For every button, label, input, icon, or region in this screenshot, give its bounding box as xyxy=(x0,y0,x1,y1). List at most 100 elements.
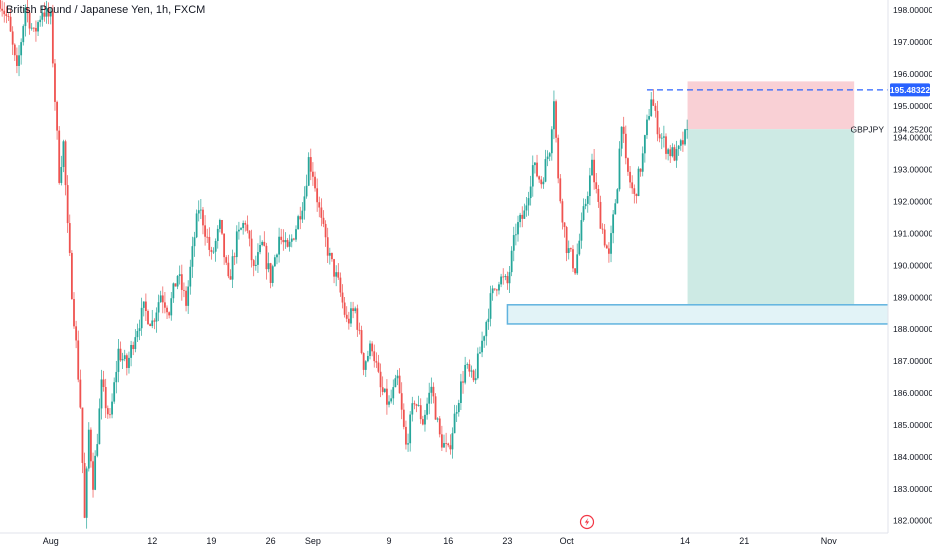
candle-body xyxy=(257,252,259,265)
candle-body xyxy=(138,328,141,331)
candle-body xyxy=(301,210,304,220)
candle-body xyxy=(563,222,566,228)
candle-body xyxy=(561,201,564,223)
price-tick-label: 197.00000 xyxy=(893,37,932,47)
candle-body xyxy=(92,461,94,490)
candle-body xyxy=(500,276,502,285)
time-axis[interactable]: Aug 12 19 26 Sep 9 16 23 Oct 14 21 Nov xyxy=(43,536,838,546)
candle-body xyxy=(183,289,185,291)
candle-body xyxy=(248,230,251,239)
candle-body xyxy=(123,355,126,360)
candle-body xyxy=(675,149,678,161)
candle-body xyxy=(343,302,346,315)
candle-body xyxy=(292,238,295,240)
candle-body xyxy=(620,126,623,149)
candle-body xyxy=(643,135,646,154)
candle-body xyxy=(142,301,145,308)
candle-body xyxy=(411,403,414,415)
candle-body xyxy=(523,210,526,219)
candle-body xyxy=(341,292,344,303)
candle-body xyxy=(77,340,80,380)
candle-body xyxy=(185,290,187,306)
candle-body xyxy=(218,219,221,229)
candle-body xyxy=(70,252,73,300)
candle-body xyxy=(328,252,331,256)
candle-body xyxy=(540,179,543,185)
candle-body xyxy=(366,355,369,362)
candle-body xyxy=(56,101,58,131)
candle-body xyxy=(197,210,200,214)
candle-body xyxy=(326,237,329,256)
candle-body xyxy=(303,196,306,211)
candle-body xyxy=(3,10,6,15)
candle-body xyxy=(214,240,217,252)
candle-body xyxy=(407,443,409,445)
candle-body xyxy=(324,223,327,238)
candle-body xyxy=(599,201,602,229)
candle-body xyxy=(11,31,14,45)
candle-body xyxy=(267,263,270,270)
candle-body xyxy=(1,8,4,11)
candle-body xyxy=(665,136,667,154)
candle-body xyxy=(28,12,31,29)
price-tick-label: 198.00000 xyxy=(893,5,932,15)
candle-body xyxy=(550,129,553,154)
candle-body xyxy=(94,455,97,490)
candle-body xyxy=(166,307,168,313)
candle-body xyxy=(35,27,37,32)
demand-zone-rectangle[interactable] xyxy=(506,304,932,325)
candle-body xyxy=(111,401,113,415)
candle-body xyxy=(538,176,541,180)
candle-body xyxy=(125,355,128,368)
price-tick-label: 196.00000 xyxy=(893,69,932,79)
candle-body xyxy=(314,176,316,189)
candle-body xyxy=(421,419,424,425)
candle-body xyxy=(453,413,456,434)
candle-body xyxy=(174,283,177,287)
flash-icon[interactable] xyxy=(579,514,595,530)
candle-body xyxy=(41,12,44,20)
candle-body xyxy=(627,158,629,172)
candle-body xyxy=(443,443,445,448)
candle-body xyxy=(438,418,441,435)
candle-body xyxy=(347,318,350,324)
price-tick-label: 192.00000 xyxy=(893,197,932,207)
candle-body xyxy=(83,462,86,518)
time-tick-label: Aug xyxy=(43,536,59,546)
candle-body xyxy=(652,99,655,106)
candle-body xyxy=(360,330,363,353)
candle-body xyxy=(320,207,323,218)
candle-body xyxy=(455,412,458,414)
candle-body xyxy=(567,248,570,254)
price-axis[interactable]: 182.00000 183.00000 184.00000 185.00000 186.… xyxy=(893,5,932,526)
candle-body xyxy=(495,289,498,291)
stop-loss-zone[interactable] xyxy=(687,81,855,130)
candle-body xyxy=(206,236,209,238)
candle-body xyxy=(271,266,274,283)
candle-body xyxy=(375,361,378,363)
candle-body xyxy=(510,250,513,273)
price-tick-label: 182.00000 xyxy=(893,516,932,526)
candle-body xyxy=(637,168,640,197)
candle-body xyxy=(286,240,289,247)
candle-body xyxy=(436,418,439,420)
candle-body xyxy=(333,259,335,277)
candle-body xyxy=(650,99,653,117)
candle-body xyxy=(178,274,181,276)
candle-body xyxy=(519,214,522,223)
candle-body xyxy=(54,63,56,102)
plot-area[interactable] xyxy=(0,0,932,529)
candle-body xyxy=(544,159,547,182)
candle-body xyxy=(176,275,179,287)
candle-body xyxy=(591,159,593,176)
candle-body xyxy=(121,359,124,361)
candle-body xyxy=(233,256,236,258)
candle-body xyxy=(98,408,101,445)
candle-body xyxy=(240,228,242,230)
take-profit-zone[interactable] xyxy=(687,129,855,305)
candle-body xyxy=(464,364,467,383)
candle-body xyxy=(584,203,587,207)
candle-body xyxy=(64,141,67,186)
candle-body xyxy=(159,295,162,303)
